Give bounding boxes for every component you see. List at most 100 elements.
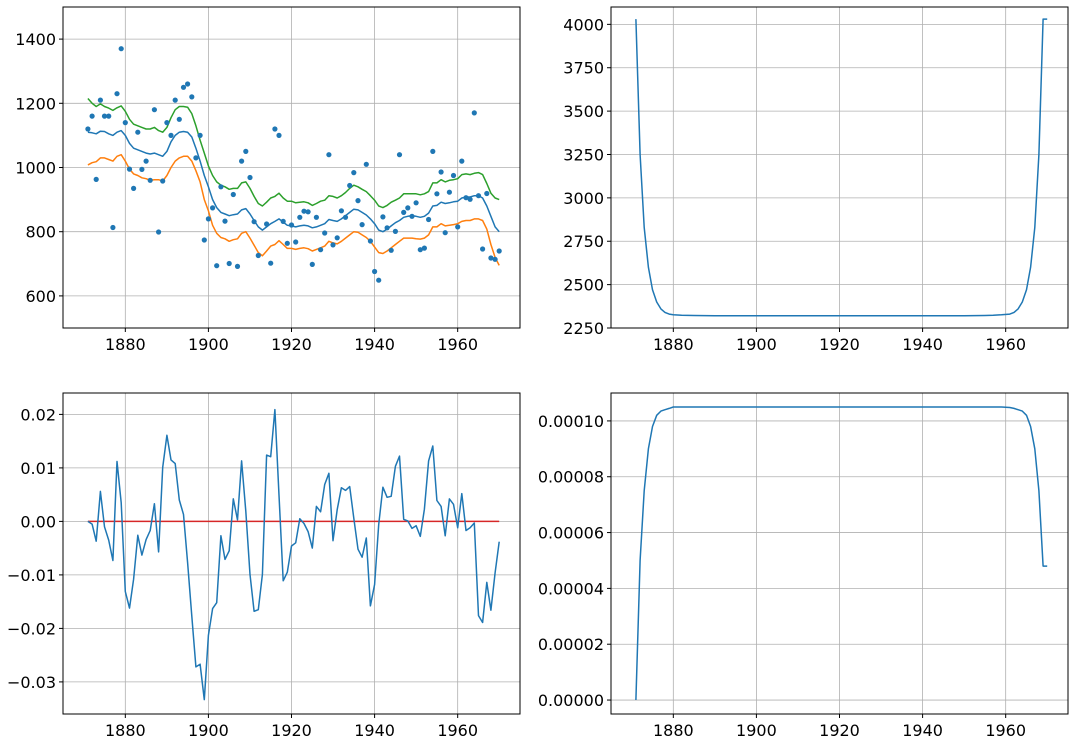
- top-right-axes-frame: [610, 6, 1069, 329]
- top-left-scatter-point: [185, 81, 191, 87]
- bottom-left-xtick-label-1: 1900: [188, 721, 229, 740]
- top-left-scatter-point: [276, 132, 282, 138]
- top-left-scatter-point: [168, 132, 174, 138]
- bottom-left-xtick-label-2: 1920: [271, 721, 312, 740]
- top-left-scatter-point: [164, 120, 170, 126]
- top-left-scatter-point: [264, 221, 270, 227]
- top-left-scatter-point: [234, 263, 241, 269]
- top-left-scatter-point: [409, 213, 415, 219]
- bottom-right-data-layer: [635, 406, 1048, 701]
- top-left-scatter-point: [438, 169, 444, 175]
- top-left-scatter-point: [405, 205, 411, 211]
- top-left-scatter-point: [426, 216, 432, 223]
- top-left-scatter-point: [118, 46, 124, 52]
- top-right-xtick-label-0: 1880: [653, 335, 694, 354]
- top-left-scatter-point: [301, 208, 307, 214]
- top-left-scatter-point: [218, 184, 224, 190]
- top-left-scatter-point: [197, 132, 203, 138]
- top-left-scatter-point: [359, 222, 365, 228]
- top-left-scatter-point: [268, 260, 274, 266]
- top-left-scatter-point: [326, 152, 332, 158]
- top-right-xtick-label-1: 1900: [736, 335, 777, 354]
- bottom-left-axes-frame: [62, 392, 521, 715]
- bottom-right-xtick-label-4: 1960: [985, 721, 1026, 740]
- top-left-scatter-point: [85, 126, 91, 132]
- top-left-xtick-label-4: 1960: [437, 335, 478, 354]
- top-left-scatter-point: [313, 214, 319, 220]
- bottom-left-ytick-label-4: 0.01: [20, 459, 56, 478]
- bottom-right-axes-frame: [610, 392, 1069, 715]
- bottom-right-xtick-label-2: 1920: [819, 721, 860, 740]
- top-right-xtick-label-4: 1960: [985, 335, 1026, 354]
- subplot-top-left: 1880 1900 1920 1940 1960 600 800 1000 1200 1400: [15, 6, 521, 354]
- top-left-scatter-point: [247, 174, 253, 181]
- bottom-right-ytick-label-2: 0.00004: [538, 579, 604, 598]
- top-left-scatter-point: [338, 208, 344, 214]
- top-left-scatter-point: [160, 178, 166, 184]
- top-left-scatter-point: [106, 113, 112, 119]
- top-left-scatter-point: [376, 277, 382, 283]
- bottom-right-ytick-label-0: 0.00000: [538, 691, 604, 710]
- top-left-scatter-point: [255, 252, 261, 259]
- top-left-ytick-label-3: 1200: [15, 94, 56, 113]
- subplot-bottom-left: 1880 1900 1920 1940 1960 −0.03 −0.02 −0.01 0.00 0…: [7, 392, 521, 740]
- top-left-scatter-point: [251, 219, 257, 225]
- top-left-scatter-point: [297, 214, 303, 220]
- top-left-scatter-point: [388, 247, 394, 253]
- top-left-axes-frame: [62, 6, 521, 329]
- bottom-right-series-line-0: [635, 406, 1048, 701]
- top-left-scatter-point: [463, 195, 469, 201]
- top-left-ytick-label-4: 1400: [15, 30, 56, 49]
- bottom-right-xtick-label-0: 1880: [653, 721, 694, 740]
- top-right-series-line-0: [635, 18, 1048, 317]
- top-left-scatter-point: [475, 193, 482, 199]
- bottom-left-series-line-1: [87, 408, 500, 701]
- top-left-scatter-point: [272, 126, 278, 132]
- top-left-scatter-point: [421, 245, 427, 251]
- top-left-scatter-point: [151, 107, 157, 113]
- top-left-scatter-point: [210, 205, 216, 211]
- top-left-scatter-point: [309, 261, 315, 267]
- top-left-data-layer: [85, 46, 502, 345]
- top-right-ytick-label-0: 2250: [563, 319, 604, 338]
- top-left-scatter-point: [101, 113, 108, 119]
- top-left-scatter-point: [97, 97, 103, 103]
- top-left-scatter-point: [201, 237, 207, 243]
- bottom-left-data-layer: [87, 408, 500, 701]
- top-left-scatter-point: [492, 256, 498, 262]
- top-left-scatter-point: [392, 228, 398, 234]
- bottom-right-ytick-label-3: 0.00006: [538, 524, 604, 543]
- top-right-ytick-label-4: 3250: [563, 145, 604, 164]
- top-left-xtick-label-3: 1940: [354, 335, 395, 354]
- top-left-scatter-point: [367, 238, 373, 244]
- top-right-ytick-label-2: 2750: [563, 232, 604, 251]
- top-left-scatter-point: [351, 170, 357, 176]
- top-left-scatter-point: [380, 214, 386, 220]
- top-right-xtick-label-3: 1940: [902, 335, 943, 354]
- top-left-scatter-point: [363, 161, 369, 167]
- top-left-scatter-point: [434, 191, 440, 197]
- top-left-scatter-point: [122, 120, 128, 126]
- top-left-scatter-point: [230, 191, 236, 198]
- top-left-xtick-label-1: 1900: [188, 335, 229, 354]
- bottom-left-ytick-label-3: 0.00: [20, 512, 56, 531]
- top-left-scatter-point: [401, 209, 407, 215]
- top-right-xtick-label-2: 1920: [819, 335, 860, 354]
- top-left-scatter-point: [372, 268, 378, 275]
- top-right-ytick-label-7: 4000: [563, 15, 604, 34]
- bottom-right-ytick-label-1: 0.00002: [538, 635, 604, 654]
- top-left-scatter-point: [446, 189, 452, 195]
- top-left-scatter-point: [430, 148, 436, 154]
- top-left-scatter-point: [260, 340, 265, 345]
- top-left-scatter-point: [322, 230, 328, 236]
- top-left-xtick-label-2: 1920: [271, 335, 312, 354]
- top-left-scatter-point: [214, 263, 220, 269]
- top-left-scatter-point: [243, 148, 249, 154]
- top-right-ytick-label-1: 2500: [563, 276, 604, 295]
- top-left-scatter-point: [330, 242, 336, 248]
- top-left-scatter-point: [193, 155, 199, 161]
- top-left-scatter-point: [156, 229, 162, 235]
- top-left-scatter-point: [496, 248, 502, 254]
- bottom-left-ytick-label-0: −0.03: [7, 673, 56, 692]
